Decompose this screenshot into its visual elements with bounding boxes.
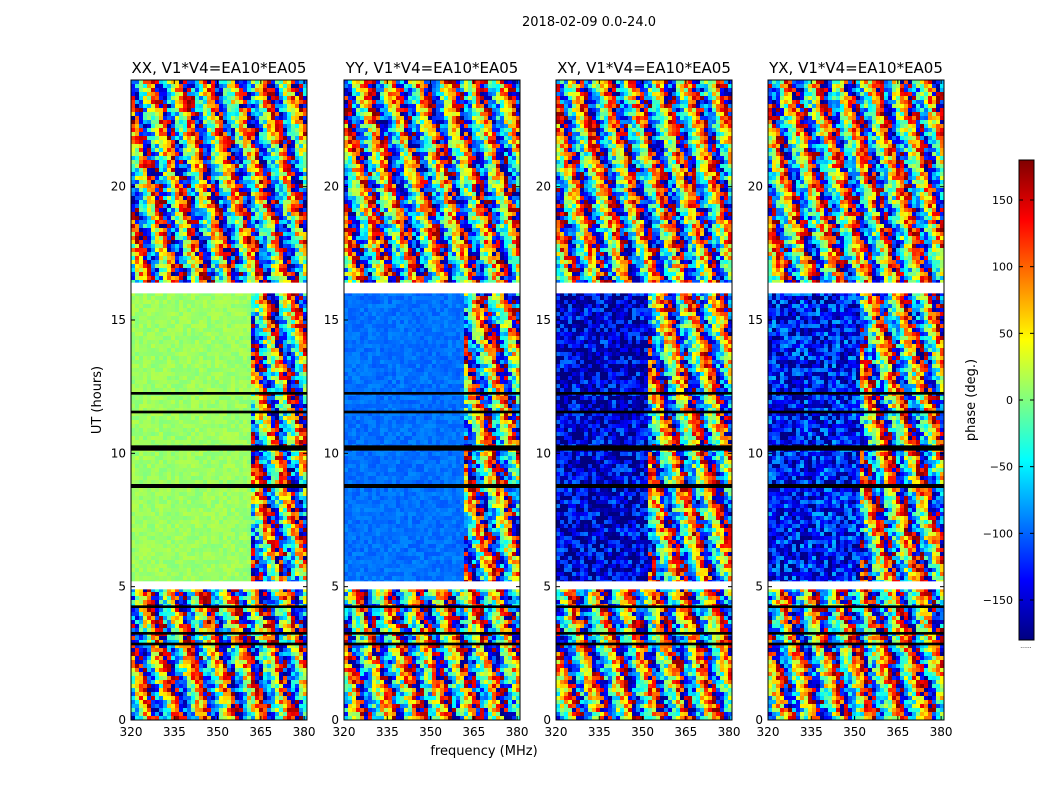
panel-title: XX, V1*V4=EA10*EA05 — [132, 59, 307, 77]
y-tick-label: 10 — [111, 446, 126, 460]
plot-frame — [767, 79, 945, 721]
colorbar-tick-label: −50 — [990, 461, 1013, 474]
y-tick-label: 0 — [543, 713, 551, 727]
x-tick-label: 380 — [293, 725, 316, 739]
y-tick-label: 20 — [536, 180, 551, 194]
y-tick-label: 10 — [748, 446, 763, 460]
panel-2: XY, V1*V4=EA10*EA05 320 335 350 365 380 0 5 10 15… — [536, 59, 741, 739]
x-tick-label: 335 — [376, 725, 399, 739]
panel-3: YX, V1*V4=EA10*EA05 320 335 350 365 380 0 5 10 15… — [748, 59, 953, 739]
heatmap-cells — [131, 80, 308, 721]
panel-1: YY, V1*V4=EA10*EA05 320 335 350 365 380 0 5 10 15… — [324, 59, 538, 759]
colorbar-footer: ...... — [1020, 643, 1032, 650]
heatmap-cells — [768, 80, 945, 721]
colorbar-tick-label: −150 — [983, 594, 1013, 607]
colorbar-label: phase (deg.) — [964, 359, 979, 441]
x-tick-label: 320 — [757, 725, 780, 739]
y-tick-label: 0 — [331, 713, 339, 727]
y-tick-label: 5 — [331, 580, 339, 594]
figure-title: 2018-02-09 0.0-24.0 — [522, 15, 656, 30]
panel-title: YY, V1*V4=EA10*EA05 — [345, 59, 519, 77]
y-tick-label: 15 — [111, 313, 126, 327]
plot-frame — [555, 79, 733, 721]
y-tick-label: 0 — [118, 713, 126, 727]
y-axis-label: UT (hours) — [90, 366, 105, 434]
x-tick-label: 320 — [545, 725, 568, 739]
heatmap-cells — [344, 80, 521, 721]
y-tick-label: 5 — [543, 580, 551, 594]
y-tick-label: 15 — [324, 313, 339, 327]
x-tick-label: 350 — [631, 725, 654, 739]
panel-0: XX, V1*V4=EA10*EA05 320 335 350 365 380 0 5 10 15… — [90, 59, 316, 739]
y-tick-label: 10 — [324, 446, 339, 460]
x-tick-label: 320 — [120, 725, 143, 739]
heatmap-cells — [556, 80, 733, 721]
x-tick-label: 365 — [462, 725, 485, 739]
colorbar: −150 −100 −50 0 50 100 150 phase (deg.) ...... — [964, 159, 1035, 650]
plot-frame — [130, 79, 308, 721]
y-tick-label: 5 — [118, 580, 126, 594]
x-tick-label: 365 — [249, 725, 272, 739]
panels: XX, V1*V4=EA10*EA05 320 335 350 365 380 0 5 10 15… — [90, 59, 953, 759]
y-tick-label: 10 — [536, 446, 551, 460]
colorbar-ticks: −150 −100 −50 0 50 100 150 — [983, 194, 1034, 607]
colorbar-tick-label: 150 — [992, 194, 1013, 207]
y-tick-label: 0 — [755, 713, 763, 727]
x-tick-label: 320 — [333, 725, 356, 739]
colorbar-tick-label: −100 — [983, 527, 1013, 540]
x-tick-label: 350 — [419, 725, 442, 739]
x-tick-label: 380 — [718, 725, 741, 739]
y-tick-label: 15 — [536, 313, 551, 327]
flag-strips — [344, 282, 520, 646]
x-tick-label: 380 — [506, 725, 529, 739]
plot-frame — [343, 79, 521, 721]
flag-strips — [768, 282, 944, 646]
colorbar-tick-label: 0 — [1006, 394, 1013, 407]
x-tick-label: 335 — [800, 725, 823, 739]
y-tick-label: 20 — [748, 180, 763, 194]
panel-title: YX, V1*V4=EA10*EA05 — [768, 59, 943, 77]
y-tick-label: 5 — [755, 580, 763, 594]
x-tick-label: 365 — [886, 725, 909, 739]
x-tick-label: 380 — [930, 725, 953, 739]
colorbar-tick-label: 100 — [992, 261, 1013, 274]
flag-strips — [556, 282, 732, 646]
x-tick-label: 350 — [843, 725, 866, 739]
panel-title: XY, V1*V4=EA10*EA05 — [557, 59, 731, 77]
colorbar-tick-label: 50 — [999, 327, 1013, 340]
y-tick-label: 15 — [748, 313, 763, 327]
x-tick-label: 335 — [588, 725, 611, 739]
flag-strips — [131, 282, 307, 646]
x-tick-label: 350 — [206, 725, 229, 739]
y-tick-label: 20 — [324, 180, 339, 194]
y-tick-label: 20 — [111, 180, 126, 194]
x-tick-label: 365 — [674, 725, 697, 739]
x-axis-label: frequency (MHz) — [430, 744, 537, 759]
x-tick-label: 335 — [163, 725, 186, 739]
